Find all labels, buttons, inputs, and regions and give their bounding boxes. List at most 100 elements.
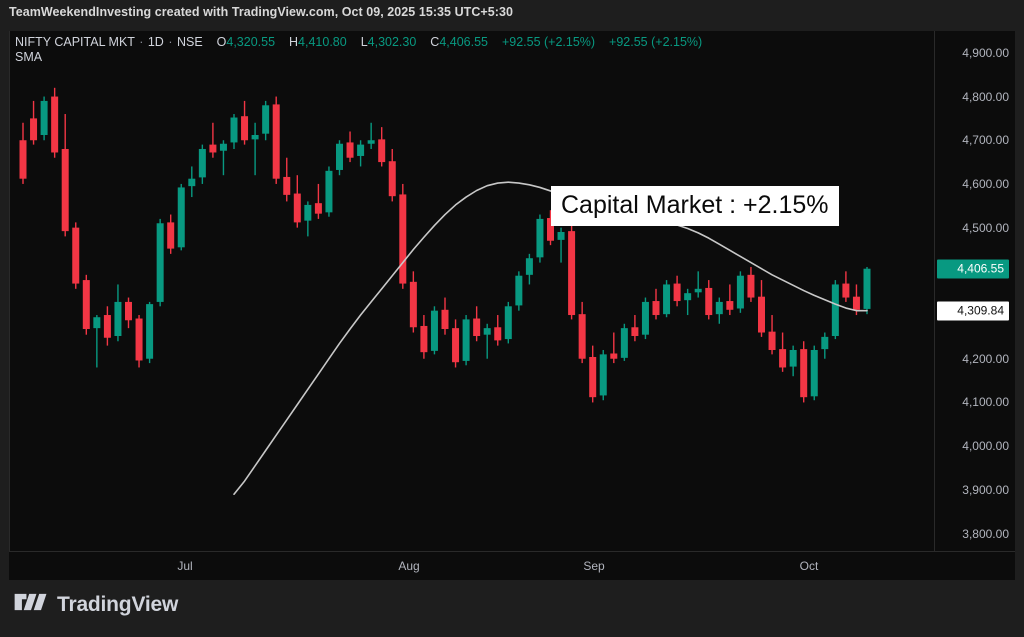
attribution-text: TeamWeekendInvesting created with Tradin… — [9, 5, 513, 19]
price-axis-tick: 3,800.00 — [962, 526, 1009, 541]
candle-body — [800, 349, 808, 398]
last-price-badge[interactable]: 4,406.55 — [937, 259, 1009, 278]
price-axis-tick: 4,900.00 — [962, 45, 1009, 60]
candle-body — [663, 284, 671, 315]
candle-body — [399, 194, 407, 284]
candle-body — [810, 349, 818, 397]
time-axis-tick: Jul — [177, 559, 193, 573]
candle-body — [188, 178, 196, 187]
candle-body — [325, 170, 333, 213]
candle-body — [251, 135, 259, 140]
candle-body — [779, 349, 787, 368]
tradingview-logo[interactable]: TradingView — [14, 592, 178, 617]
candle-body — [357, 144, 365, 156]
candle-body — [452, 328, 460, 363]
candle-body — [736, 275, 744, 309]
candle-body — [758, 296, 765, 333]
candle-body — [441, 309, 449, 330]
candle-body — [726, 301, 734, 310]
price-axis-tick: 4,800.00 — [962, 89, 1009, 104]
candle-wick — [697, 271, 699, 298]
candlestick-series — [19, 87, 871, 403]
candle-body — [747, 274, 755, 298]
candle-body — [293, 193, 301, 223]
candle-wick — [370, 122, 372, 149]
candle-body — [167, 222, 175, 249]
candle-body — [631, 327, 639, 337]
candle-body — [367, 140, 375, 144]
candle-wick — [729, 284, 731, 316]
candle-body — [30, 118, 38, 141]
candle-body — [599, 354, 607, 396]
candle-body — [694, 288, 702, 293]
price-axis-tick: 4,100.00 — [962, 395, 1009, 410]
price-axis-tick: 4,700.00 — [962, 133, 1009, 148]
candle-body — [314, 203, 322, 214]
time-axis-tick: Sep — [583, 559, 605, 573]
candle-body — [462, 319, 470, 361]
candle-body — [578, 314, 586, 359]
price-axis-tick: 3,900.00 — [962, 482, 1009, 497]
candle-body — [72, 227, 80, 284]
candle-wick — [254, 122, 256, 176]
time-axis-separator — [9, 551, 1015, 552]
candle-body — [863, 268, 871, 309]
candle-body — [641, 301, 649, 335]
sma-price-badge[interactable]: 4,309.84 — [937, 301, 1009, 321]
price-axis-tick: 4,500.00 — [962, 220, 1009, 235]
tradingview-logo-text: TradingView — [57, 592, 179, 616]
candle-body — [557, 232, 565, 240]
candle-body — [125, 301, 132, 321]
candle-body — [219, 143, 227, 151]
price-axis-tick: 4,000.00 — [962, 439, 1009, 454]
candle-wick — [317, 183, 320, 219]
candle-body — [93, 317, 101, 329]
candle-body — [547, 218, 554, 241]
price-axis-tick: 4,200.00 — [962, 351, 1009, 366]
candle-body — [209, 144, 217, 153]
candle-body — [61, 148, 69, 232]
tradingview-logo-mark-icon — [14, 592, 48, 617]
chart-pane[interactable]: NIFTY CAPITAL MKT · 1D · NSE O4,320.55 H… — [9, 31, 1015, 580]
candle-body — [19, 140, 27, 179]
candle-body — [262, 105, 270, 134]
candle-wick — [212, 122, 214, 158]
candle-body — [430, 310, 438, 351]
candle-wick — [96, 315, 98, 368]
candle-wick — [686, 288, 689, 316]
candle-body — [388, 161, 396, 197]
sma-line — [233, 181, 868, 495]
candle-body — [589, 356, 597, 398]
plot-area[interactable] — [9, 31, 934, 551]
candle-body — [831, 284, 839, 337]
candle-body — [821, 336, 829, 350]
candle-body — [705, 287, 713, 316]
candle-body — [525, 258, 533, 275]
candle-body — [684, 293, 692, 301]
time-axis-tick: Oct — [799, 559, 819, 573]
price-axis-separator — [934, 31, 935, 551]
candle-wick — [486, 323, 488, 359]
candle-body — [504, 306, 512, 340]
candle-body — [378, 139, 386, 163]
candle-body — [198, 148, 206, 178]
candle-body — [283, 176, 291, 195]
candle-body — [51, 96, 59, 153]
time-axis-tick: Aug — [398, 559, 420, 573]
candle-body — [568, 231, 576, 316]
candle-body — [789, 349, 797, 367]
candle-body — [852, 296, 860, 310]
candle-body — [409, 281, 417, 328]
candle-wick — [613, 332, 615, 364]
candle-body — [494, 327, 502, 341]
candle-body — [652, 301, 660, 316]
time-axis[interactable]: Jul Aug Sep Oct — [9, 551, 1015, 580]
annotation-label[interactable]: Capital Market : +2.15% — [551, 186, 839, 226]
price-axis[interactable]: 4,900.00 4,800.00 4,700.00 4,600.00 4,500.00… — [934, 31, 1015, 551]
candle-body — [473, 318, 481, 337]
candle-body — [346, 142, 354, 158]
candle-body — [40, 100, 48, 135]
candle-wick — [222, 140, 225, 176]
candle-body — [715, 301, 723, 315]
